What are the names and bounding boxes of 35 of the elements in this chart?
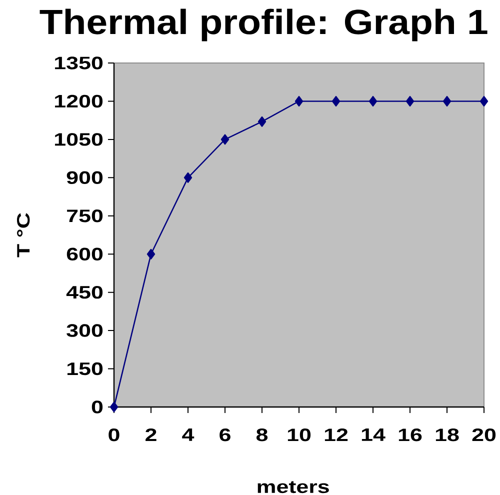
y-tick-label: 1050 [55, 133, 103, 146]
y-tick-label: 300 [66, 324, 103, 337]
x-tick-label: 16 [398, 428, 422, 442]
y-tick-label: 1350 [55, 56, 103, 70]
chart-title: Thermal profile: Graph 1 [40, 8, 488, 42]
x-tick-label: 6 [220, 428, 230, 442]
x-tick-label: 10 [288, 428, 311, 442]
point [110, 402, 118, 412]
x-tick-label: 18 [436, 428, 459, 442]
y-tick-label: 1200 [55, 94, 103, 108]
point [480, 96, 488, 106]
point [220, 134, 230, 145]
y-tick-label: 150 [67, 362, 103, 376]
point [184, 172, 192, 183]
y-tick-label: 0 [92, 400, 103, 414]
x-tick-label: 8 [256, 428, 268, 442]
point [368, 96, 378, 106]
x-tick-label: 4 [182, 428, 194, 441]
y-axis-title: T °C [16, 213, 30, 258]
y-tick-label: 600 [66, 248, 103, 260]
y-tick-label: 450 [66, 286, 103, 299]
x-tick-label: 2 [146, 428, 156, 442]
x-tick-label: 14 [362, 428, 386, 441]
x-tick-label: 20 [472, 428, 496, 442]
x-tick-label: 12 [324, 428, 348, 442]
x-tick-label: 0 [108, 428, 120, 442]
point [332, 96, 340, 106]
point [406, 96, 414, 106]
point [442, 96, 452, 106]
y-tick-label: 750 [67, 210, 103, 222]
point [258, 116, 266, 127]
point [294, 96, 304, 106]
x-axis-title: meters [258, 481, 329, 494]
point [146, 248, 156, 260]
y-tick-label: 900 [66, 171, 103, 184]
